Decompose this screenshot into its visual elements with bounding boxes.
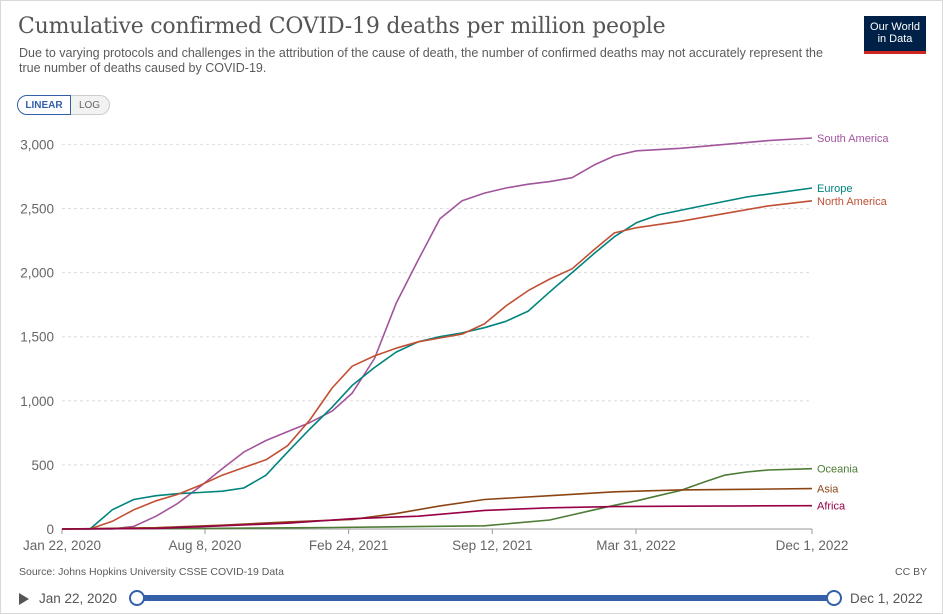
series-label: Europe [817,183,852,195]
chart-title: Cumulative confirmed COVID-19 deaths per… [18,14,666,39]
timeline-end-label: Dec 1, 2022 [850,591,923,606]
y-tick-label: 2,500 [20,202,54,217]
logo-line-1: Our World [870,21,920,33]
timeline-start-handle[interactable] [129,590,145,606]
x-tick-label: Aug 8, 2020 [169,538,242,553]
x-tick-label: Feb 24, 2021 [309,538,389,553]
y-tick-label: 0 [46,522,54,537]
log-scale-button[interactable]: LOG [70,95,110,115]
y-tick-label: 1,500 [20,330,54,345]
timeline-start-label: Jan 22, 2020 [39,591,118,606]
series-line [62,200,813,530]
y-tick-label: 1,000 [20,394,54,409]
x-tick-label: Sep 12, 2021 [452,538,532,553]
y-tick-label: 3,000 [20,137,54,152]
x-tick-label: Dec 1, 2022 [776,538,849,553]
series-label: South America [817,133,889,145]
series-line [61,467,813,530]
series-line [62,137,813,530]
series-label: Oceania [817,464,859,476]
chart-subtitle: Due to varying protocols and challenges … [19,46,823,75]
x-tick-label: Jan 22, 2020 [23,538,101,553]
timeline-track[interactable] [136,595,834,601]
linear-scale-button[interactable]: LINEAR [17,95,71,115]
timeline-end-handle[interactable] [826,590,842,606]
x-tick-label: Mar 31, 2022 [596,538,676,553]
play-icon[interactable] [19,593,29,605]
owid-logo[interactable]: Our World in Data [864,16,926,54]
line-chart: 0 500 1,000 1,500 2,000 2,500 3,000 Jan 22, 202… [20,133,889,553]
series-line [61,504,813,530]
series-label: Africa [817,501,846,513]
series-line [62,187,813,530]
series-label: North America [817,196,888,208]
series-label: Asia [817,484,839,496]
source-note[interactable]: Source: Johns Hopkins University CSSE CO… [19,566,284,578]
timeline-slider: Jan 22, 2020 Dec 1, 2022 [0,588,943,612]
logo-line-2: in Data [877,33,913,45]
y-tick-label: 500 [31,458,54,473]
y-tick-label: 2,000 [20,266,54,281]
license-link[interactable]: CC BY [895,566,928,578]
